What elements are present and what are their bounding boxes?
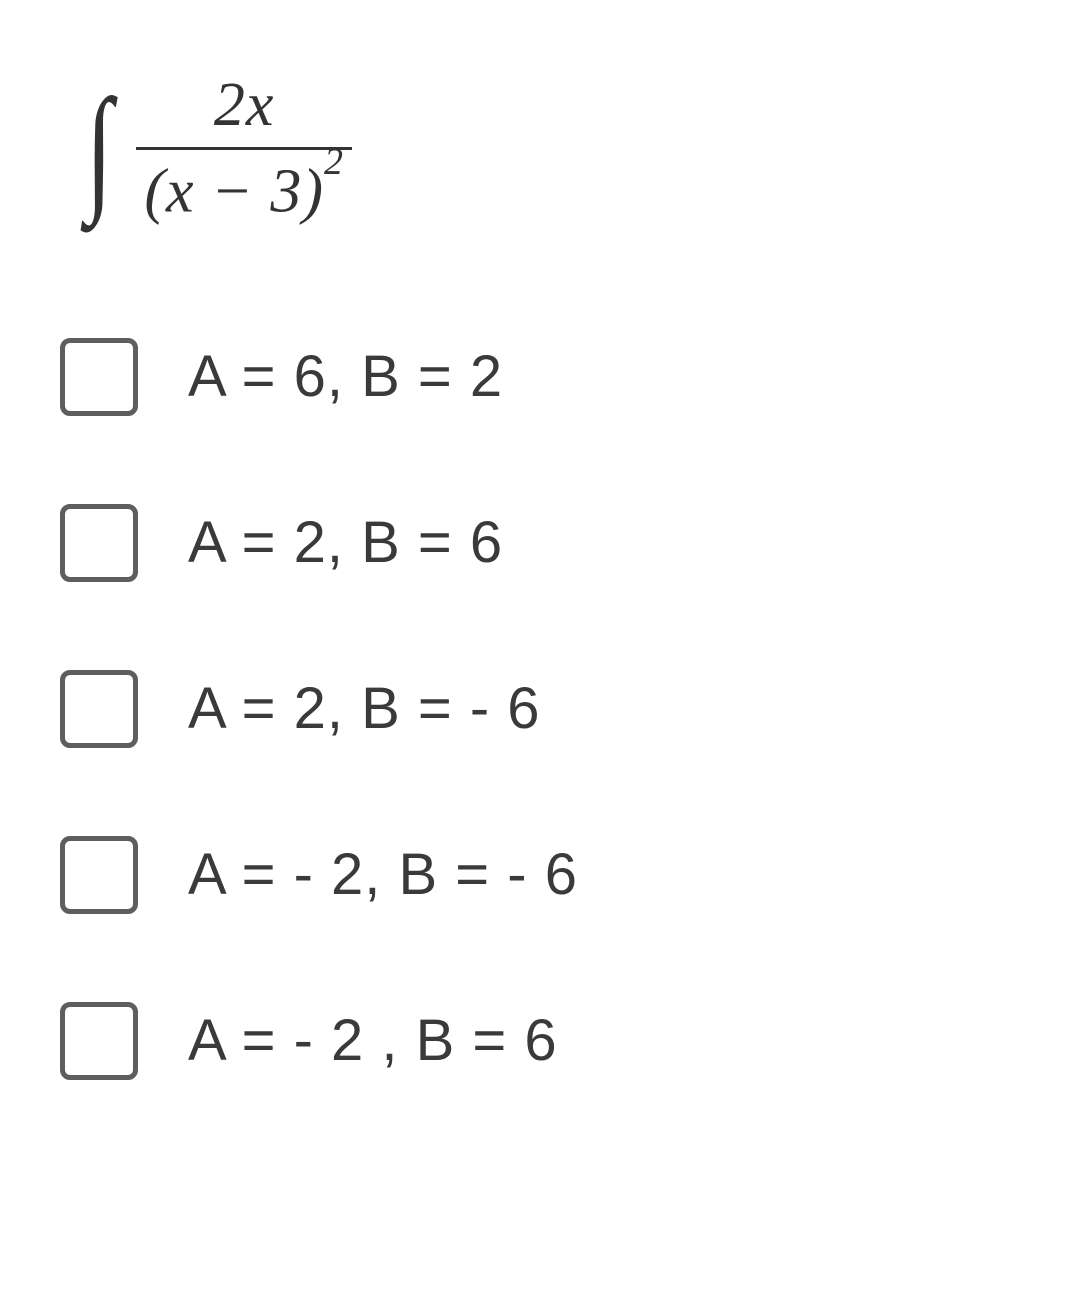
fraction: 2x (x − 3)2 xyxy=(136,70,352,228)
option-label: A = 6, B = 2 xyxy=(188,343,503,410)
denominator-base: (x − 3) xyxy=(144,158,324,226)
option-checkbox-3[interactable] xyxy=(60,670,138,748)
option-label: A = 2, B = 6 xyxy=(188,509,503,576)
denominator: (x − 3)2 xyxy=(136,150,352,228)
option-row: A = 2, B = - 6 xyxy=(60,670,1020,748)
option-label: A = - 2 , B = 6 xyxy=(188,1007,558,1074)
option-checkbox-2[interactable] xyxy=(60,504,138,582)
option-label: A = 2, B = - 6 xyxy=(188,675,541,742)
option-row: A = 6, B = 2 xyxy=(60,338,1020,416)
integral-expression: ∫ 2x (x − 3)2 xyxy=(80,70,1020,228)
option-checkbox-5[interactable] xyxy=(60,1002,138,1080)
denominator-exponent: 2 xyxy=(324,141,344,183)
numerator: 2x xyxy=(204,70,285,147)
integral-sign-icon: ∫ xyxy=(86,79,113,219)
option-row: A = 2, B = 6 xyxy=(60,504,1020,582)
option-checkbox-1[interactable] xyxy=(60,338,138,416)
option-row: A = - 2, B = - 6 xyxy=(60,836,1020,914)
option-checkbox-4[interactable] xyxy=(60,836,138,914)
option-label: A = - 2, B = - 6 xyxy=(188,841,578,908)
option-row: A = - 2 , B = 6 xyxy=(60,1002,1020,1080)
options-list: A = 6, B = 2 A = 2, B = 6 A = 2, B = - 6… xyxy=(60,338,1020,1080)
